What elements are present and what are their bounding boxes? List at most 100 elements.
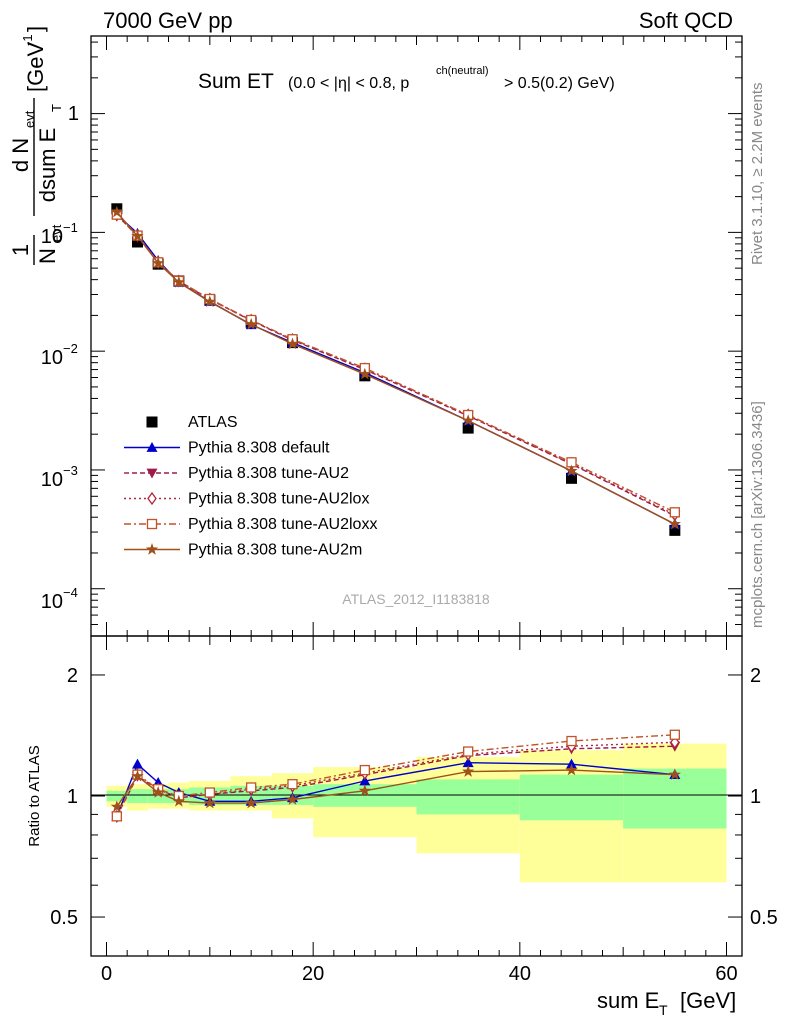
- plot-title-cut: (0.0 < |η| < 0.8, p: [288, 75, 409, 92]
- svg-text:10: 10: [41, 469, 63, 491]
- svg-text:−4: −4: [63, 585, 78, 600]
- x-tick-labels: 0 20 40 60: [101, 963, 738, 985]
- ylabel-N-sub: evt: [49, 224, 64, 242]
- legend-item-au2m: Pythia 8.308 tune-AU2m: [124, 542, 362, 559]
- ratio-point-au2m: [245, 796, 258, 809]
- ratio-ytick-label-right: 0.5: [750, 907, 778, 929]
- band-inner: [519, 774, 624, 821]
- point-au2m: [358, 367, 371, 380]
- svg-text:−3: −3: [63, 463, 78, 478]
- ratio-point-au2m: [110, 800, 123, 813]
- ylabel-one: 1: [8, 244, 33, 256]
- ylabel-ratio: Ratio to ATLAS: [26, 745, 43, 846]
- x-tick-label: 20: [302, 963, 324, 985]
- legend-marker: [146, 468, 158, 479]
- ratio-ticks: [91, 636, 742, 957]
- ratio-point-au2m: [203, 796, 216, 809]
- rivet-label: Rivet 3.1.10, ≥ 2.2M events: [749, 83, 766, 266]
- ratio-point-au2loxx: [111, 811, 122, 822]
- point-au2m: [668, 517, 681, 530]
- ratio-point-au2loxx: [204, 787, 215, 798]
- xlabel: sum E T [GeV]: [597, 988, 736, 1018]
- ratio-ytick-label: 0.5: [50, 907, 78, 929]
- ratio-point-au2m: [565, 763, 578, 776]
- ratio-tick-labels: 0.5 0.5 1 1 2 2: [50, 665, 778, 929]
- band-inner: [106, 790, 128, 802]
- plot-title-main: Sum ET: [198, 70, 274, 93]
- ratio-ytick-label-right: 2: [750, 665, 761, 687]
- point-au2loxx: [669, 507, 680, 518]
- ratio-ytick-label: 1: [67, 786, 78, 808]
- main-ytick-label-0.01: 10 −2: [41, 341, 78, 369]
- analysis-id: ATLAS_2012_I1183818: [342, 591, 490, 607]
- legend-label: Pythia 8.308 tune-AU2: [188, 465, 349, 482]
- ratio-point-au2loxx: [463, 746, 474, 757]
- ratio-panel: 0.5 0.5 1 1 2 2: [50, 635, 778, 957]
- ylabel-num: d N: [8, 138, 33, 172]
- point-au2m: [286, 337, 299, 350]
- plot-title: Sum ET (0.0 < |η| < 0.8, p ch(neutral) >…: [198, 65, 615, 93]
- ratio-point-au2m: [358, 784, 371, 797]
- ratio-series-au2m: [110, 763, 681, 813]
- plot-title-suffix: > 0.5(0.2) GeV): [504, 75, 615, 92]
- ratio-point-au2loxx: [566, 735, 577, 747]
- ylabel-N: N: [35, 248, 60, 264]
- main-panel: 1 10 −1 10 −2 10 −3 10 −4 Sum ET (0.0 < …: [41, 35, 743, 637]
- legend-marker: [147, 491, 157, 506]
- main-ytick-label-0.1: 10 −1: [41, 220, 78, 248]
- band-inner: [127, 789, 148, 804]
- legend-item-default: Pythia 8.308 default: [124, 440, 330, 457]
- ratio-point-au2m: [462, 765, 475, 777]
- ylabel-main: 1 N evt d N evt dsum E T [GeV -1 ]: [8, 26, 64, 265]
- legend-marker: [145, 543, 159, 555]
- legend-item-au2lox: Pythia 8.308 tune-AU2lox: [124, 491, 369, 508]
- legend-marker: [146, 442, 158, 452]
- ratio-point-au2loxx: [246, 782, 257, 793]
- svg-text:10: 10: [41, 591, 63, 613]
- ratio-point-default: [462, 757, 474, 768]
- point-au2m: [152, 256, 165, 269]
- svg-text:10: 10: [41, 226, 63, 248]
- ratio-point-default: [359, 775, 371, 786]
- xlabel-text: sum E: [597, 988, 659, 1013]
- legend-item-au2loxx: Pythia 8.308 tune-AU2loxx: [124, 516, 377, 533]
- band-inner: [416, 779, 520, 815]
- svg-text:10: 10: [41, 347, 63, 369]
- legend-label: Pythia 8.308 tune-AU2m: [188, 542, 362, 559]
- point-au2m: [203, 295, 216, 308]
- ratio-point-default: [132, 758, 143, 769]
- point-au2m: [462, 414, 475, 426]
- legend-marker: [146, 416, 158, 428]
- legend-item-data: ATLAS: [146, 414, 238, 431]
- series-au2m: [110, 205, 681, 530]
- ratio-point-au2loxx: [669, 729, 680, 740]
- ratio-series: [110, 729, 681, 823]
- x-tick-label: 0: [101, 963, 112, 985]
- legend: ATLAS Pythia 8.308 default Pythia 8.308 tu…: [124, 414, 377, 559]
- legend-label: Pythia 8.308 default: [188, 440, 330, 457]
- ylabel-den: dsum E: [35, 128, 60, 203]
- ratio-point-au2loxx: [287, 779, 298, 790]
- ylabel-num-sub: evt: [22, 110, 37, 128]
- ratio-ytick-label: 2: [67, 665, 78, 687]
- ratio-ytick-label-right: 1: [750, 786, 761, 808]
- legend-item-au2: Pythia 8.308 tune-AU2: [124, 465, 349, 482]
- xlabel-sub: T: [659, 1002, 668, 1018]
- main-series: [110, 203, 681, 536]
- point-data: [566, 472, 577, 484]
- header-right: Soft QCD: [639, 8, 733, 33]
- ratio-point-au2m: [131, 769, 144, 782]
- band-inner: [147, 789, 169, 804]
- ylabel-unit-close: ]: [23, 26, 48, 32]
- ratio-point-au2m: [286, 793, 299, 805]
- svg-text:(0.0 < |η| < 0.8, p: (0.0 < |η| < 0.8, p: [288, 75, 409, 92]
- point-au2m: [131, 229, 144, 242]
- ratio-point-au2loxx: [359, 764, 370, 776]
- main-ytick-exp-1: −1: [63, 220, 78, 235]
- x-tick-label: 60: [715, 963, 737, 985]
- svg-text:−2: −2: [63, 341, 78, 356]
- point-data: [669, 524, 681, 536]
- legend-marker: [146, 518, 158, 530]
- point-au2m: [565, 464, 578, 477]
